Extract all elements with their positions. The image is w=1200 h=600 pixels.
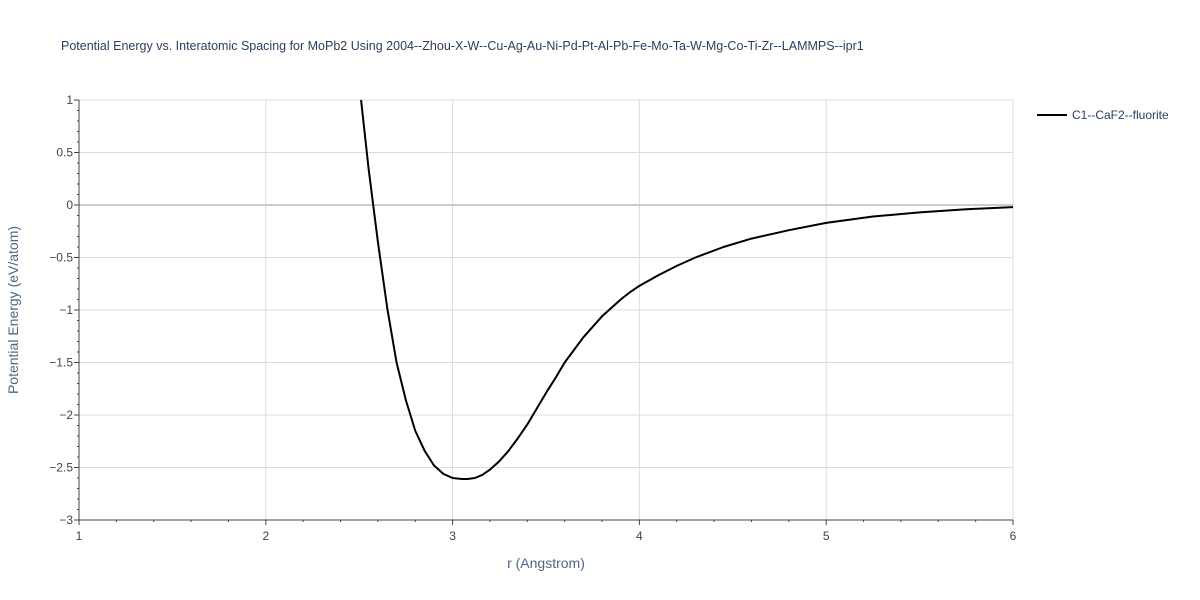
x-tick-label: 4 xyxy=(636,529,643,543)
y-tick-label: −3 xyxy=(59,513,73,527)
y-axis-title: Potential Energy (eV/atom) xyxy=(5,226,21,394)
x-tick-label: 5 xyxy=(823,529,830,543)
x-tick-label: 2 xyxy=(262,529,269,543)
grid-lines xyxy=(79,99,1014,520)
y-tick-label: 0 xyxy=(66,198,73,212)
chart-title: Potential Energy vs. Interatomic Spacing… xyxy=(61,39,864,53)
y-tick-label: −1.5 xyxy=(49,356,73,370)
y-tick-label: −2.5 xyxy=(49,461,73,475)
x-tick-label: 1 xyxy=(76,529,83,543)
x-tick-label: 3 xyxy=(449,529,456,543)
y-tick-label: −2 xyxy=(59,408,73,422)
x-axis-title: r (Angstrom) xyxy=(507,555,585,571)
y-tick-label: 0.5 xyxy=(56,146,73,160)
legend-label: C1--CaF2--fluorite xyxy=(1072,108,1169,122)
plot-area xyxy=(360,99,1014,481)
y-tick-label: 1 xyxy=(66,93,73,107)
x-tick-label: 6 xyxy=(1010,529,1017,543)
series-line xyxy=(360,99,1014,481)
axis-ticks: 1 2 3 4 5 6 1 0.5 0 −0.5 −1 −1.5 −2 −2.5 −3 xyxy=(49,93,1016,543)
y-tick-label: −0.5 xyxy=(49,251,73,265)
legend[interactable]: C1--CaF2--fluorite xyxy=(1037,108,1169,122)
y-tick-label: −1 xyxy=(59,303,73,317)
